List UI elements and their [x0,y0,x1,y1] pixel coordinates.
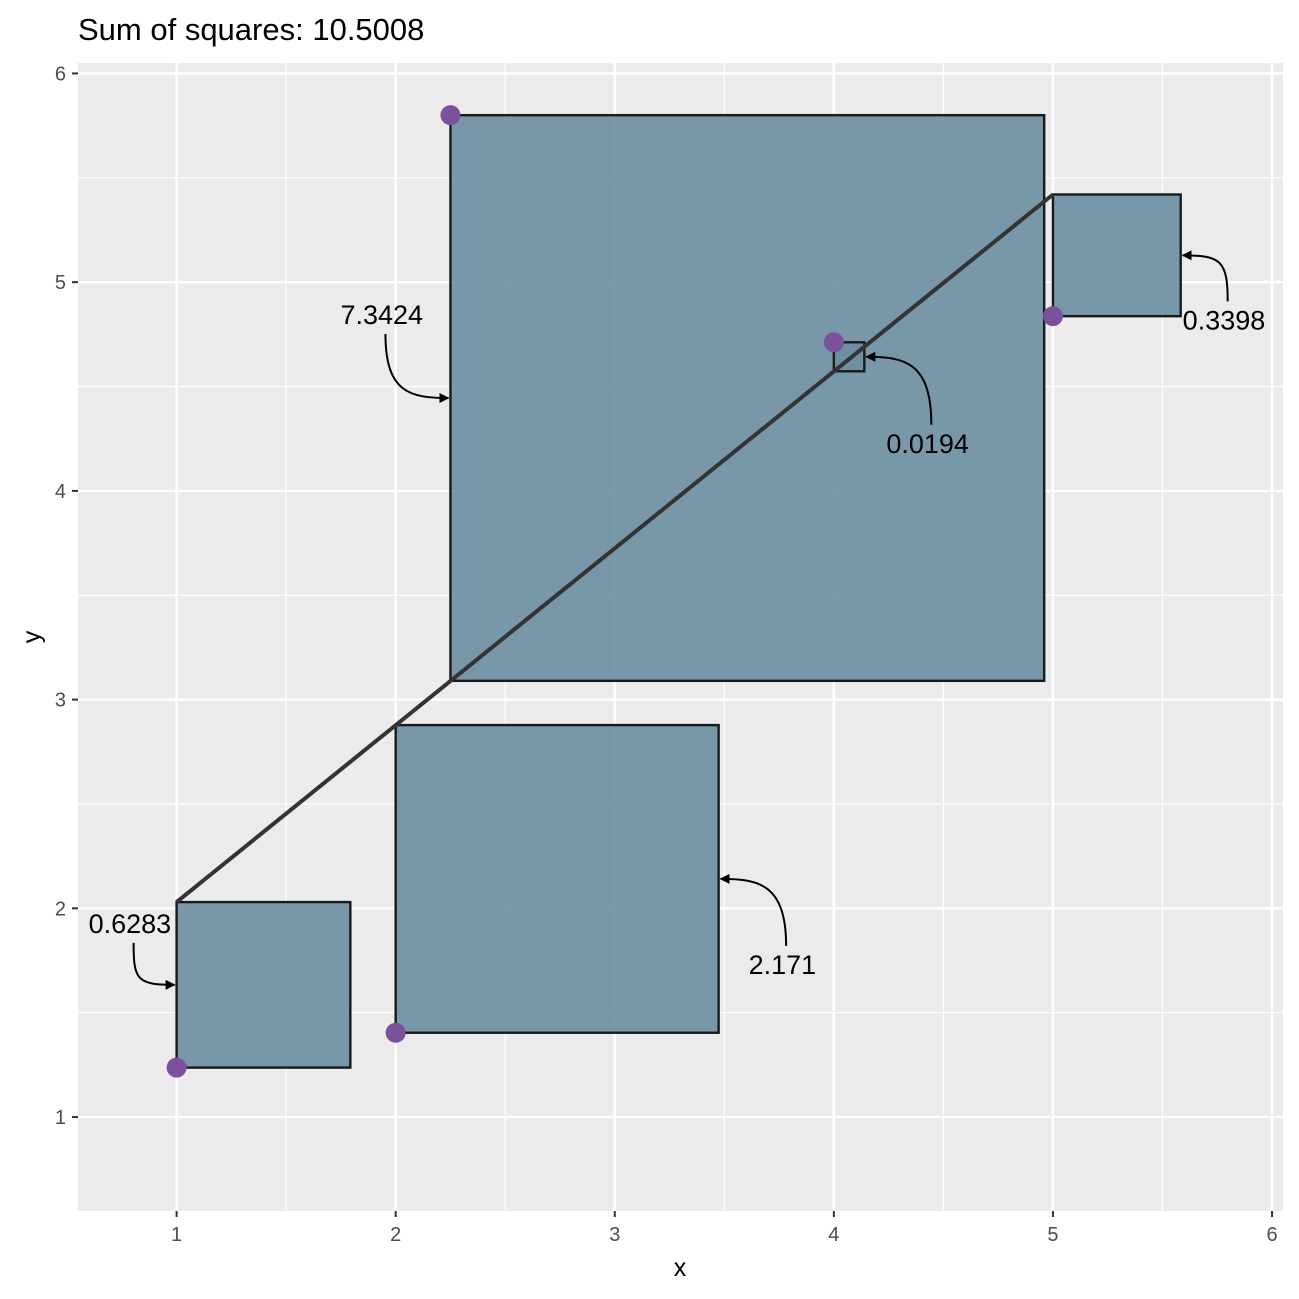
residual-square-5 [1051,193,1182,318]
chart-title: Sum of squares: 10.5008 [78,12,424,47]
square-label-5: 0.3398 [1183,305,1266,335]
y-axis-ticks: 1 2 3 4 5 6 [55,63,78,1129]
fit-line [175,192,1055,904]
annotation-arrow-3 [384,334,450,404]
y-tick-label: 4 [55,481,66,503]
y-axis-title: y [18,630,46,643]
y-tick-label: 3 [55,690,66,712]
y-tick-label: 1 [55,1107,66,1129]
x-axis-title: x [674,1254,687,1282]
y-tick-label: 2 [55,898,66,920]
y-tick-label: 5 [55,272,66,294]
residual-square-1 [175,900,352,1069]
data-point-2 [385,1022,406,1043]
residual-squares [175,113,1182,1069]
annotation-arrow-1 [132,942,176,990]
annotation-arrow-5 [1181,250,1229,302]
data-point-4 [823,332,844,353]
square-label-2: 2.171 [749,950,817,980]
data-points [166,105,1063,1078]
residual-square-2 [394,723,720,1034]
data-point-1 [166,1057,187,1078]
x-tick-label: 5 [1047,1224,1058,1246]
data-point-3 [440,105,461,126]
x-tick-label: 1 [171,1224,182,1246]
data-point-5 [1042,306,1063,327]
x-tick-label: 3 [609,1224,620,1246]
square-label-1: 0.6283 [89,909,172,939]
annotation-arrow-2 [719,873,788,946]
square-label-4: 0.0194 [886,429,969,459]
y-tick-label: 6 [55,63,66,85]
x-tick-label: 2 [390,1224,401,1246]
x-tick-label: 6 [1266,1224,1277,1246]
x-axis-ticks: 1 2 3 4 5 6 [171,1211,1278,1246]
residual-square-3 [449,113,1046,683]
annotation-arrow-4 [865,351,933,425]
x-tick-label: 4 [828,1224,839,1246]
square-annotations: 0.6283 2.171 7.3424 0.0194 0.3398 [89,250,1266,990]
square-label-3: 7.3424 [340,300,423,330]
